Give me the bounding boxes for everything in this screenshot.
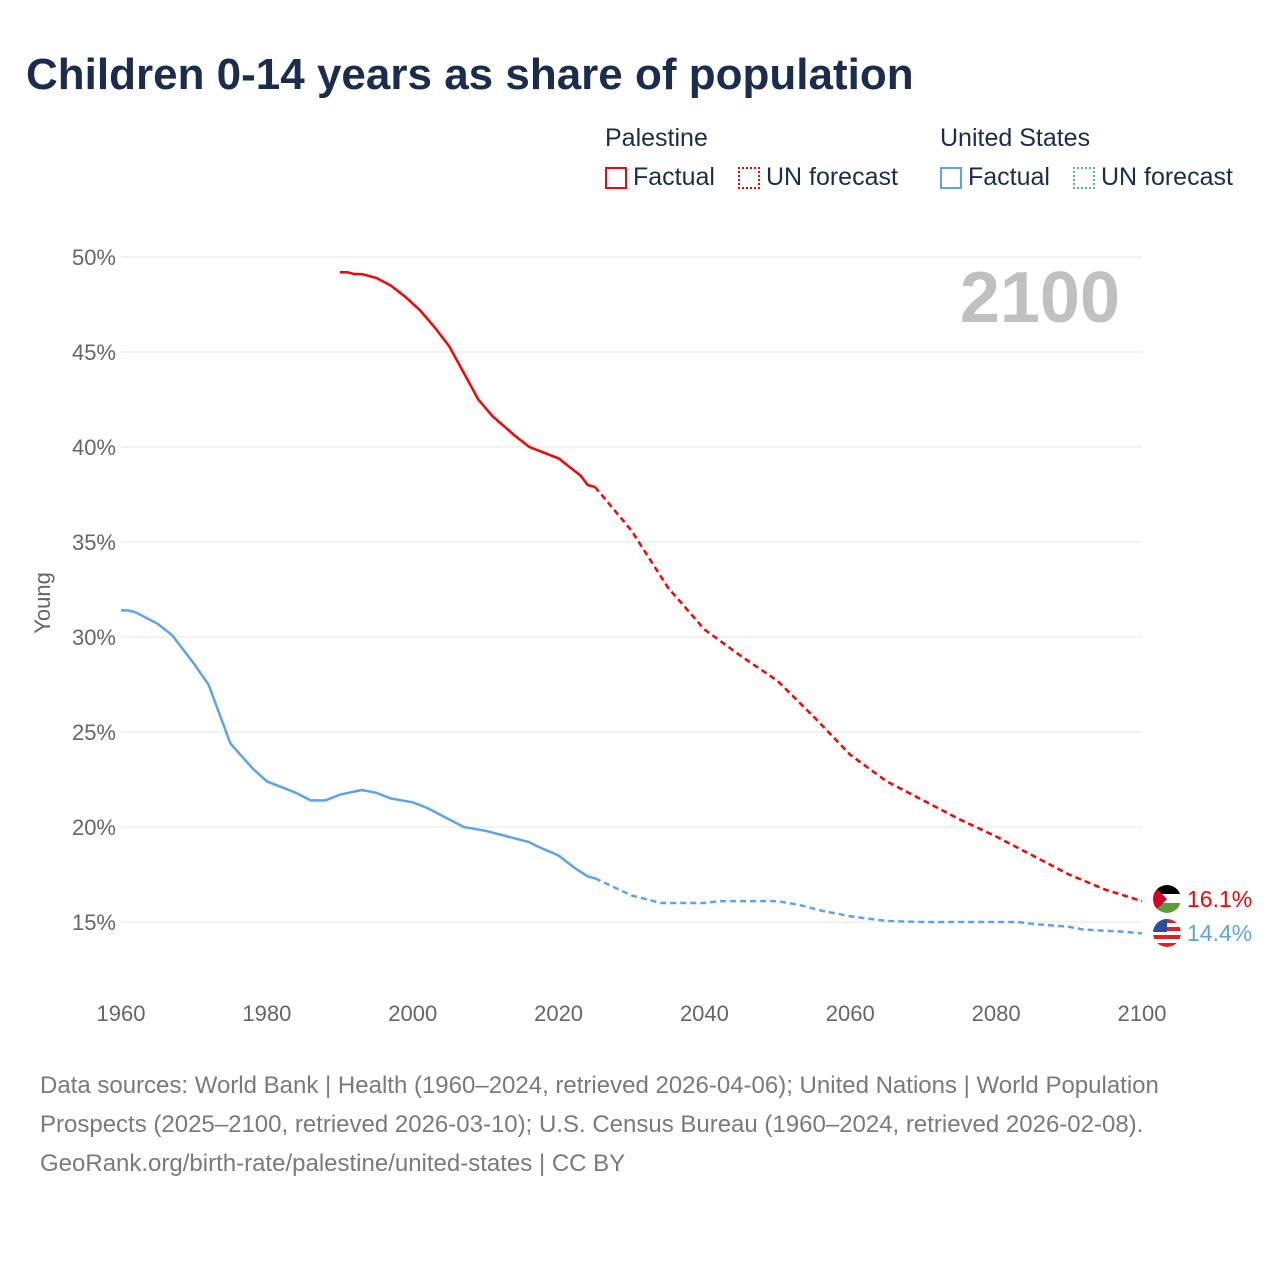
x-tick-label: 2080	[972, 1001, 1021, 1026]
y-axis-label: Young	[30, 572, 55, 634]
y-tick-label: 15%	[72, 910, 116, 935]
x-tick-label: 2040	[680, 1001, 729, 1026]
forecast-swatch-icon	[737, 167, 760, 189]
year-label: 2100	[960, 258, 1120, 338]
palestine-forecast-line	[594, 486, 1143, 903]
footer: Data sources: World Bank | Health (1960–…	[40, 1066, 1240, 1183]
factual-swatch-icon	[940, 167, 962, 189]
x-tick-label: 2000	[388, 1001, 437, 1026]
legend-group-united-states: United States Factual UN forecast	[940, 124, 1233, 192]
y-tick-label: 30%	[72, 625, 116, 650]
legend-group-title: United States	[940, 124, 1091, 152]
united-states-factual-line	[121, 609, 596, 880]
x-tick-label: 1960	[97, 1001, 146, 1026]
x-tick-label: 2020	[534, 1001, 583, 1026]
y-tick-label: 25%	[72, 720, 116, 745]
forecast-swatch-icon	[1072, 167, 1095, 189]
data-sources: Data sources: World Bank | Health (1960–…	[40, 1072, 1159, 1138]
y-tick-label: 45%	[72, 340, 116, 365]
factual-swatch-icon	[605, 167, 627, 189]
legend-factual[interactable]: Factual	[633, 163, 715, 191]
source-link[interactable]: GeoRank.org/birth-rate/palestine/united-…	[40, 1150, 626, 1177]
united-states-forecast-line	[594, 877, 1143, 935]
x-tick-label: 2100	[1118, 1001, 1167, 1026]
legend-group-title: Palestine	[605, 124, 708, 152]
legend-forecast[interactable]: UN forecast	[1100, 163, 1233, 191]
legend-factual[interactable]: Factual	[968, 163, 1050, 191]
x-tick-label: 2060	[826, 1001, 875, 1026]
y-tick-label: 20%	[72, 815, 116, 840]
chart-title: Children 0-14 years as share of populati…	[26, 50, 914, 99]
us-flag-icon	[1153, 919, 1181, 947]
palestine-end-label: 16.1%	[1187, 886, 1252, 912]
legend-group-palestine: Palestine Factual UN forecast	[605, 124, 898, 192]
legend-forecast[interactable]: UN forecast	[765, 163, 898, 191]
y-tick-label: 35%	[72, 530, 116, 555]
palestine-flag-icon	[1153, 885, 1181, 913]
us-end-label: 14.4%	[1187, 920, 1252, 946]
x-tick-label: 1980	[242, 1001, 291, 1026]
plot-area: 15% 20% 25% 30% 35% 40% 45% 50% 1960 1980 2000 2020…	[30, 245, 1252, 1026]
y-tick-label: 50%	[72, 245, 116, 270]
palestine-factual-line	[339, 270, 596, 489]
y-tick-label: 40%	[72, 435, 116, 460]
